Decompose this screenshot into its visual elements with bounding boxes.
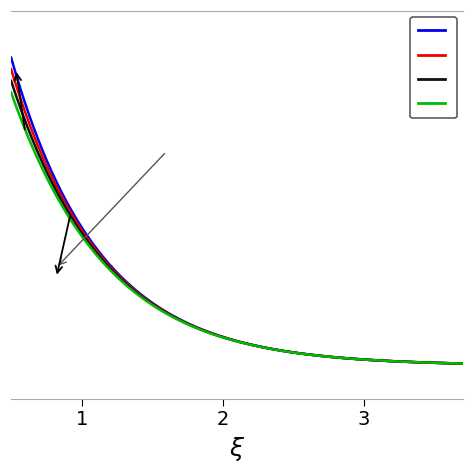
X-axis label: $\xi$: $\xi$ — [229, 435, 245, 463]
Legend: , , , : , , , — [410, 18, 456, 118]
